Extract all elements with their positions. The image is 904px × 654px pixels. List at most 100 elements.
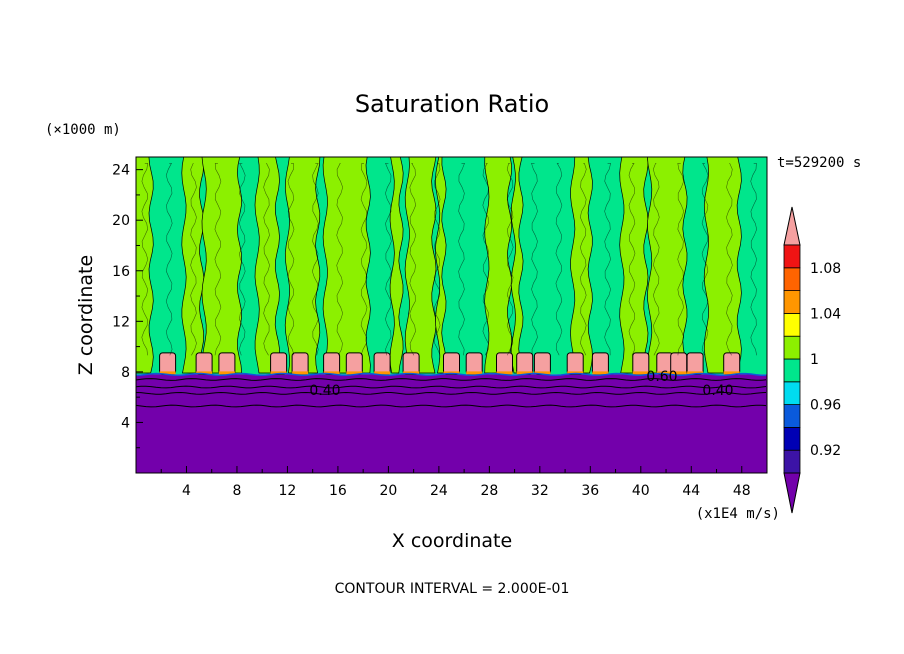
cloud-cell xyxy=(373,352,391,375)
contour-line xyxy=(135,378,767,381)
y-tick-label: 12 xyxy=(112,314,130,330)
contour-line xyxy=(482,163,490,356)
cloud-cell xyxy=(443,352,460,375)
colorbar-segment xyxy=(783,290,801,314)
contour-line xyxy=(555,163,563,356)
contour-line xyxy=(165,163,173,356)
x-tick-label: 28 xyxy=(480,483,498,499)
chart-title: Saturation Ratio xyxy=(355,90,549,118)
contour-line xyxy=(287,163,295,356)
cloud-cell xyxy=(686,352,704,375)
cloud-cell-base xyxy=(670,371,687,375)
y-tick-label: 16 xyxy=(112,264,130,280)
supersaturated-column xyxy=(284,156,321,374)
y-tick-label: 4 xyxy=(121,415,130,431)
cloud-cell xyxy=(591,352,609,375)
x-tick-label: 20 xyxy=(379,483,397,499)
x-tick-label: 40 xyxy=(632,483,650,499)
contour-label: 0.60 xyxy=(646,369,677,385)
contour-line xyxy=(135,372,767,377)
contour-line xyxy=(141,163,149,356)
supersaturated-column xyxy=(570,156,593,374)
cloud-cell-base xyxy=(292,371,309,375)
contour-line xyxy=(458,163,465,356)
cloud-cell xyxy=(323,352,341,375)
x-tick-label: 4 xyxy=(182,483,191,499)
contour-line xyxy=(311,163,319,356)
cloud-cell xyxy=(195,352,213,375)
contour-line xyxy=(135,391,767,395)
contour-line xyxy=(409,163,417,356)
cloud-cell-base xyxy=(592,371,609,375)
contour-line xyxy=(677,163,685,356)
contour-interval-note: CONTOUR INTERVAL = 2.000E-01 xyxy=(335,581,570,597)
contour-line xyxy=(263,163,270,356)
contour-line xyxy=(531,163,538,356)
x-axis: 4 8 12 16 20 24 28 32 36 40 44 48 xyxy=(160,466,751,499)
y-axis-label: Z coordinate xyxy=(75,255,97,375)
contour-label: 0.40 xyxy=(309,383,340,399)
contour-lines xyxy=(135,163,767,408)
y-tick-label: 20 xyxy=(112,213,130,229)
colorbar-segment xyxy=(783,312,801,337)
colorbar-segment xyxy=(783,358,801,383)
contour-line xyxy=(604,163,611,356)
cloud-cell-base xyxy=(516,371,533,375)
x-axis-unit: (x1E4 m/s) xyxy=(696,506,780,522)
contour-line xyxy=(214,163,222,356)
cloud-cell xyxy=(533,352,551,375)
y-axis: 4 8 12 16 20 24 xyxy=(112,163,143,449)
colorbar-segment xyxy=(783,449,801,474)
cloud-cell xyxy=(345,352,363,375)
contour-line xyxy=(628,163,636,356)
colorbar-tick-label: 1.04 xyxy=(810,306,841,322)
plot-frame xyxy=(135,156,768,474)
x-tick-label: 12 xyxy=(279,483,297,499)
contour-label: 0.40 xyxy=(702,383,733,399)
cloud-cell-base xyxy=(196,371,213,375)
cloud-cell xyxy=(402,352,420,375)
x-tick-label: 48 xyxy=(733,483,751,499)
cloud-cell-base xyxy=(218,371,235,375)
colorbar-tick-label: 0.92 xyxy=(810,443,841,459)
y-axis-unit: (×1000 m) xyxy=(45,122,121,138)
y-tick-label: 8 xyxy=(121,365,130,381)
cloud-cell-base xyxy=(534,371,551,375)
x-tick-label: 24 xyxy=(430,483,448,499)
colorbar-segment xyxy=(783,381,801,405)
contour-line xyxy=(238,163,246,356)
cloud-cell-base xyxy=(374,371,391,375)
plot-area: 0.40 0.40 0.60 xyxy=(135,156,768,474)
cloud-cell xyxy=(291,352,309,375)
colorbar-segment xyxy=(783,267,801,291)
cloud-cell xyxy=(723,352,741,375)
contour-line xyxy=(701,163,709,356)
x-tick-label: 16 xyxy=(329,483,347,499)
colorbar-tick-label: 1.08 xyxy=(810,261,841,277)
contour-line xyxy=(726,163,733,356)
cloud-cell-base xyxy=(496,371,513,375)
contour-line xyxy=(135,385,767,389)
x-axis-label: X coordinate xyxy=(392,530,512,552)
colorbar-segment xyxy=(783,335,801,360)
contour-line xyxy=(652,163,660,356)
cloud-cell-base xyxy=(159,371,176,375)
supersaturated-column xyxy=(389,156,404,374)
cloud-cell-base xyxy=(466,371,483,375)
contour-line xyxy=(385,163,392,356)
x-tick-label: 44 xyxy=(682,483,700,499)
supersaturated-column xyxy=(201,156,243,374)
contour-line xyxy=(433,163,441,356)
cloud-cell xyxy=(159,352,177,375)
colorbar-max-arrow xyxy=(783,206,801,246)
contour-line xyxy=(190,163,197,356)
contour-line xyxy=(135,404,767,408)
x-tick-label: 32 xyxy=(531,483,549,499)
cloud-cell-base xyxy=(346,371,363,375)
cloud-cell xyxy=(465,352,483,375)
supersaturated-column xyxy=(703,156,742,374)
time-label: t=529200 s xyxy=(777,155,861,171)
x-tick-label: 36 xyxy=(581,483,599,499)
cloud-cell xyxy=(516,352,534,375)
